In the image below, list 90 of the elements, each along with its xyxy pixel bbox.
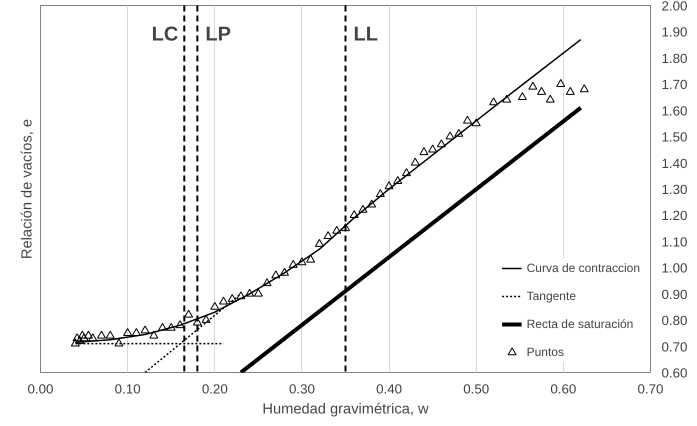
x-axis-title: Humedad gravimétrica, w bbox=[262, 402, 429, 418]
y-tick-label: 0.70 bbox=[662, 339, 688, 354]
x-tick-label: 0.60 bbox=[550, 382, 576, 396]
point bbox=[219, 296, 228, 305]
point bbox=[175, 320, 184, 328]
point bbox=[580, 84, 589, 92]
x-tick-label: 0.70 bbox=[638, 382, 664, 396]
y-tick-label: 1.30 bbox=[662, 182, 688, 197]
y-tick-label: 1.10 bbox=[662, 234, 688, 250]
legend-label: Tangente bbox=[526, 289, 577, 303]
point bbox=[489, 97, 498, 106]
point bbox=[84, 330, 93, 339]
y-tick-label: 1.00 bbox=[662, 260, 688, 276]
point bbox=[80, 333, 89, 342]
point bbox=[70, 338, 80, 346]
x-tick-label: 0.50 bbox=[463, 382, 490, 396]
point bbox=[114, 338, 124, 346]
point bbox=[436, 139, 446, 148]
point bbox=[280, 268, 289, 276]
y-tick-label: 0.80 bbox=[662, 313, 688, 328]
x-tick-label: 0.20 bbox=[202, 382, 228, 396]
legend-label: Puntos bbox=[526, 345, 565, 359]
point bbox=[245, 288, 254, 297]
legend-label: Recta de saturación bbox=[526, 317, 634, 331]
legend-label: Curva de contraccion bbox=[526, 261, 640, 275]
point bbox=[341, 223, 350, 232]
point bbox=[210, 302, 220, 310]
x-tick-label: 0.30 bbox=[288, 382, 315, 396]
y-tick-label: 1.90 bbox=[662, 24, 688, 40]
point bbox=[463, 116, 472, 124]
point bbox=[236, 291, 246, 300]
x-tick-label: 0.10 bbox=[114, 382, 141, 396]
point bbox=[472, 118, 481, 126]
point bbox=[428, 144, 438, 152]
y-axis-title: Relación de vacíos, e bbox=[20, 118, 36, 260]
y-tick-label: 1.70 bbox=[662, 77, 688, 92]
y-tick-label: 1.20 bbox=[662, 208, 688, 224]
point bbox=[149, 330, 158, 339]
point bbox=[393, 176, 402, 184]
point bbox=[228, 294, 237, 302]
y-tick-label: 0.60 bbox=[662, 366, 688, 380]
point bbox=[502, 94, 512, 103]
point bbox=[88, 333, 98, 342]
y-tick-label: 1.80 bbox=[662, 50, 688, 66]
y-tick-label: 1.40 bbox=[662, 156, 688, 171]
point bbox=[297, 257, 306, 266]
point bbox=[97, 330, 106, 339]
point bbox=[402, 168, 411, 176]
x-tick-label: 0.00 bbox=[28, 382, 54, 396]
point bbox=[518, 92, 527, 100]
point bbox=[123, 328, 132, 336]
point bbox=[254, 288, 263, 297]
point bbox=[419, 147, 428, 156]
point bbox=[166, 322, 176, 331]
x-tick-label: 0.40 bbox=[376, 382, 402, 396]
point bbox=[158, 322, 167, 331]
point bbox=[446, 131, 455, 140]
ref-line-label: LC bbox=[152, 24, 178, 46]
point bbox=[537, 86, 546, 95]
y-tick-label: 1.60 bbox=[662, 103, 688, 118]
point bbox=[132, 328, 141, 336]
y-tick-label: 0.90 bbox=[662, 286, 688, 302]
y-tick-label: 2.00 bbox=[662, 0, 688, 14]
point bbox=[106, 330, 115, 339]
point bbox=[202, 314, 211, 323]
point bbox=[528, 82, 538, 90]
point bbox=[72, 333, 82, 342]
point bbox=[184, 310, 194, 318]
point bbox=[288, 260, 298, 268]
point bbox=[271, 270, 280, 278]
point bbox=[314, 238, 324, 247]
point bbox=[546, 94, 555, 103]
point bbox=[350, 210, 359, 218]
y-tick-label: 1.50 bbox=[662, 130, 688, 145]
point bbox=[358, 204, 368, 213]
point bbox=[410, 158, 420, 166]
ref-line-label: LP bbox=[205, 24, 231, 46]
point bbox=[78, 330, 87, 339]
point bbox=[384, 181, 394, 190]
point bbox=[376, 189, 385, 198]
point bbox=[454, 128, 464, 137]
point bbox=[556, 79, 566, 87]
point bbox=[566, 86, 575, 95]
point bbox=[140, 325, 150, 334]
point bbox=[332, 226, 342, 234]
ref-line-label: LL bbox=[354, 24, 378, 46]
point bbox=[262, 278, 272, 286]
point bbox=[306, 254, 316, 263]
point bbox=[324, 231, 333, 239]
point bbox=[367, 200, 376, 208]
